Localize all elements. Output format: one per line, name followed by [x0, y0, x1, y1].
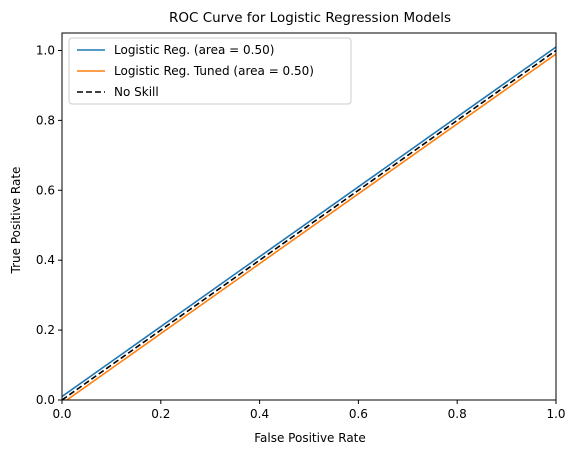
y-tick-label: 0.0	[36, 393, 55, 407]
chart-title: ROC Curve for Logistic Regression Models	[169, 10, 451, 26]
legend: Logistic Reg. (area = 0.50) Logistic Reg.…	[68, 37, 352, 105]
x-tick-label: 1.0	[546, 407, 565, 421]
legend-entry-label: No Skill	[114, 85, 159, 99]
legend-entry-label: Logistic Reg. Tuned (area = 0.50)	[114, 64, 314, 78]
series-line-0	[62, 46, 556, 398]
y-tick-label: 1.0	[36, 43, 55, 57]
x-axis-label: False Positive Rate	[254, 431, 366, 445]
y-axis-ticks: 0.0 0.2 0.4 0.6 0.8 1.0	[36, 43, 62, 407]
plot-frame	[61, 32, 557, 401]
x-tick-label: 0.6	[349, 407, 368, 421]
series-line-2	[62, 49, 556, 400]
x-tick-label: 0.4	[250, 407, 269, 421]
x-tick-label: 0.0	[52, 407, 71, 421]
series-line-1	[65, 53, 556, 400]
plot-area	[62, 46, 556, 400]
x-tick-label: 0.2	[151, 407, 170, 421]
y-axis-label: True Positive Rate	[9, 167, 23, 275]
y-tick-label: 0.6	[36, 183, 55, 197]
legend-entry-label: Logistic Reg. (area = 0.50)	[114, 43, 274, 57]
x-axis-ticks: 0.0 0.2 0.4 0.6 0.8 1.0	[52, 400, 566, 421]
y-tick-label: 0.8	[36, 113, 55, 127]
x-tick-label: 0.8	[448, 407, 467, 421]
y-tick-label: 0.4	[36, 253, 55, 267]
y-tick-label: 0.2	[36, 323, 55, 337]
legend-box	[68, 37, 352, 105]
